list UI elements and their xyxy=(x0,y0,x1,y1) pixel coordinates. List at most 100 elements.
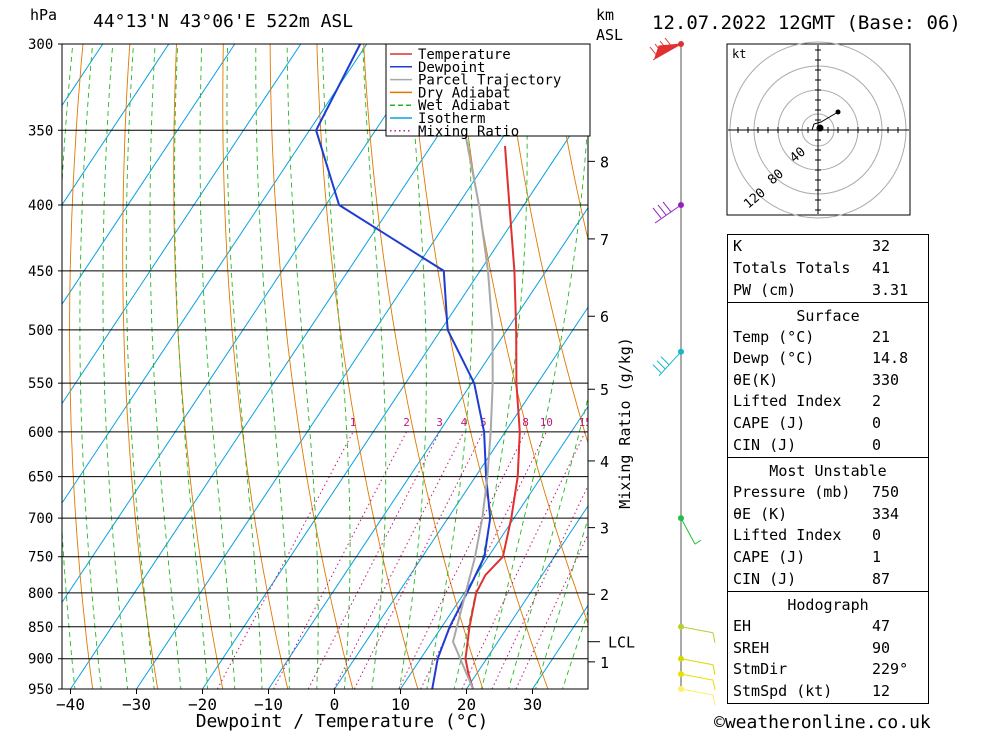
pressure-tick-label: 750 xyxy=(28,550,53,566)
pressure-tick-label: 900 xyxy=(28,652,53,668)
pressure-tick-label: 450 xyxy=(28,264,53,280)
wind-barb-icon xyxy=(680,673,716,691)
wind-barb-icon xyxy=(680,626,716,643)
index-row-k: K 32 xyxy=(733,237,891,255)
dry-adiabat-line xyxy=(222,44,289,689)
mixing-ratio-label: 5 xyxy=(480,416,487,429)
mixing-ratio-line xyxy=(333,431,465,689)
mixing-ratio-line xyxy=(273,431,407,689)
mixing-ratio-line xyxy=(398,431,526,689)
wet-adiabat-line xyxy=(480,109,588,689)
copyright: ©weatheronline.co.uk xyxy=(714,712,931,733)
wet-adiabat-line xyxy=(226,44,263,689)
isotherm-line xyxy=(62,44,434,604)
wet-adiabat-line xyxy=(62,44,76,689)
mixing-ratio-line xyxy=(353,431,484,689)
isotherm-line xyxy=(136,44,566,689)
pressure-tick-label: 600 xyxy=(28,425,53,441)
x-axis-label: Dewpoint / Temperature (°C) xyxy=(196,711,489,732)
surface-row-dewp: Dewp (°C) 14.8 xyxy=(733,349,909,367)
isotherm-line xyxy=(62,44,302,405)
pressure-tick-label: 550 xyxy=(28,376,53,392)
x-tick-label: −20 xyxy=(188,695,217,714)
km-tick-label: 3 xyxy=(600,520,609,538)
mu-row-li: Lifted Index 0 xyxy=(733,526,882,544)
dry-adiabat-line xyxy=(69,44,94,689)
isotherm-line xyxy=(62,44,236,306)
wet-adiabat-line xyxy=(562,610,588,689)
hodograph-title: Hodograph xyxy=(787,596,869,614)
temperature-line xyxy=(464,145,521,689)
pressure-tick-label: 500 xyxy=(28,323,53,339)
index-row-pw: PW (cm) 3.31 xyxy=(733,281,909,299)
mu-row-pressure: Pressure (mb) 750 xyxy=(733,483,900,501)
x-tick-label: 30 xyxy=(523,695,542,714)
hodograph-rings xyxy=(728,41,909,219)
dry-adiabat-line xyxy=(173,44,224,689)
isotherm-line xyxy=(334,306,588,689)
wet-adiabat-line xyxy=(255,44,290,689)
datetime-label: 12.07.2022 12GMT (Base: 06) xyxy=(652,12,961,34)
mixing-ratio-line xyxy=(491,484,588,689)
hodo-row-eh: EH 47 xyxy=(733,617,891,635)
wet-adiabat-line xyxy=(102,44,129,689)
hodo-row-stmspd: StmSpd (kt) 12 xyxy=(733,682,891,700)
lcl-label: LCL xyxy=(608,634,635,652)
pressure-tick-label: 800 xyxy=(28,586,53,602)
divider xyxy=(728,457,928,458)
wind-barb-icon xyxy=(680,658,716,675)
km-tick-label: 7 xyxy=(600,231,609,249)
hodograph-unit: kt xyxy=(732,47,746,61)
wind-barb-icon xyxy=(652,351,682,377)
hodograph-point xyxy=(835,109,841,115)
wet-adiabat-line xyxy=(398,44,427,689)
surface-row-cin: CIN (J) 0 xyxy=(733,436,882,454)
wet-adiabat-line xyxy=(174,44,209,689)
wet-adiabat-line xyxy=(508,396,588,689)
indices-panel: K 32 Totals Totals 41 PW (cm) 3.31 xyxy=(727,234,929,304)
mixing-ratio-label: 2 xyxy=(403,416,410,429)
legend-box xyxy=(385,43,591,137)
legend-label: Temperature xyxy=(418,47,511,63)
km-tick-label: 8 xyxy=(600,153,609,171)
isotherm-line xyxy=(202,107,588,689)
isotherm-line xyxy=(62,44,368,504)
isotherm-line xyxy=(70,44,500,689)
mixing-ratio-label: 8 xyxy=(522,416,529,429)
pressure-tick-label: 700 xyxy=(28,511,53,527)
surface-row-thetae: θE(K) 330 xyxy=(733,371,900,389)
parcel-trajectory-line xyxy=(445,44,494,689)
pressure-tick-label: 300 xyxy=(28,37,53,53)
wet-adiabat-line xyxy=(426,44,474,689)
mu-row-thetae: θE (K) 334 xyxy=(733,505,900,523)
wet-adiabat-line xyxy=(149,44,182,689)
x-tick-label: −10 xyxy=(254,695,283,714)
x-tick-label: 20 xyxy=(457,695,476,714)
dry-adiabat-line xyxy=(958,5,1000,717)
mixing-ratio-axis-label: Mixing Ratio (g/kg) xyxy=(616,337,634,509)
isotherm-line xyxy=(466,505,588,689)
surface-title: Surface xyxy=(796,307,860,325)
x-tick-label: 10 xyxy=(391,695,410,714)
divider xyxy=(728,591,928,592)
pressure-tick-label: 400 xyxy=(28,198,53,214)
dry-adiabat-line xyxy=(122,44,159,689)
wind-barb-icon xyxy=(680,688,716,706)
surface-row-temp: Temp (°C) 21 xyxy=(733,328,891,346)
wind-barb-icon xyxy=(649,37,682,61)
mixing-ratio-label: 1 xyxy=(350,416,357,429)
mixing-ratio-line xyxy=(307,431,441,689)
pressure-tick-label: 950 xyxy=(28,682,53,698)
mu-row-cin: CIN (J) 87 xyxy=(733,570,891,588)
x-tick-label: −40 xyxy=(56,695,85,714)
hodo-row-stmdir: StmDir 229° xyxy=(733,660,909,678)
km-label: km xyxy=(596,6,614,24)
mu-row-cape: CAPE (J) 1 xyxy=(733,548,882,566)
index-row-totals: Totals Totals 41 xyxy=(733,259,891,277)
km-tick-label: 2 xyxy=(600,586,609,604)
wind-barb-icon xyxy=(652,201,682,224)
plot-frame xyxy=(61,43,589,690)
wet-adiabat-line xyxy=(535,517,588,689)
